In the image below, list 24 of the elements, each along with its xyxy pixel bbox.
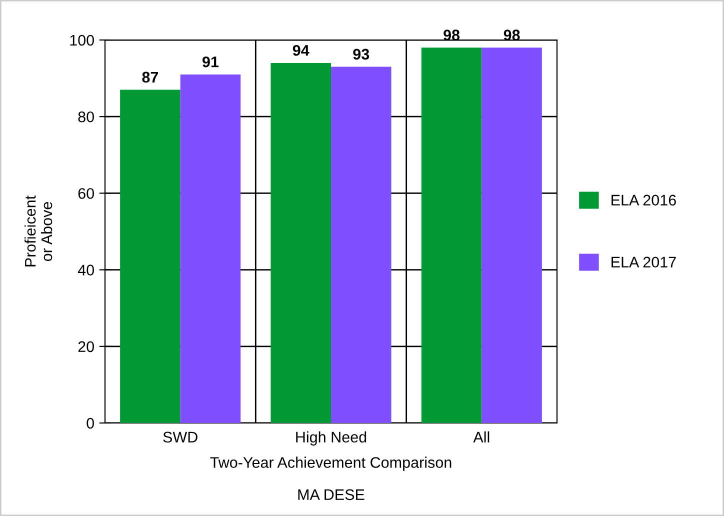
bar xyxy=(120,90,180,423)
bar xyxy=(270,62,331,423)
data-label: 93 xyxy=(353,48,370,60)
x-tick-label: High Need xyxy=(296,431,366,446)
bar xyxy=(482,48,542,423)
x-axis-title: Two-Year Achievement Comparison xyxy=(210,456,452,471)
text: MA DESE xyxy=(298,489,364,500)
y-tick-label: 100 xyxy=(70,34,94,46)
data-label: 91 xyxy=(202,56,219,68)
y-tick-label: 60 xyxy=(78,188,94,199)
y-tick-label: 40 xyxy=(78,264,94,276)
x-tick-label: SWD xyxy=(163,432,198,443)
bar xyxy=(331,66,392,423)
y-tick-label: 20 xyxy=(78,341,94,352)
data-label: 87 xyxy=(142,72,158,83)
y-tick-label: 0 xyxy=(86,418,94,429)
data-label: 94 xyxy=(292,44,310,56)
legend-label: ELA 2016 xyxy=(612,194,676,206)
y-tick-label: 80 xyxy=(78,111,94,122)
x-tick-label: All xyxy=(473,431,490,442)
bar xyxy=(421,48,482,423)
y-axis-title: Profieicent or Above xyxy=(24,196,52,266)
bar xyxy=(180,74,241,423)
legend-label: ELA 2017 xyxy=(612,256,676,268)
